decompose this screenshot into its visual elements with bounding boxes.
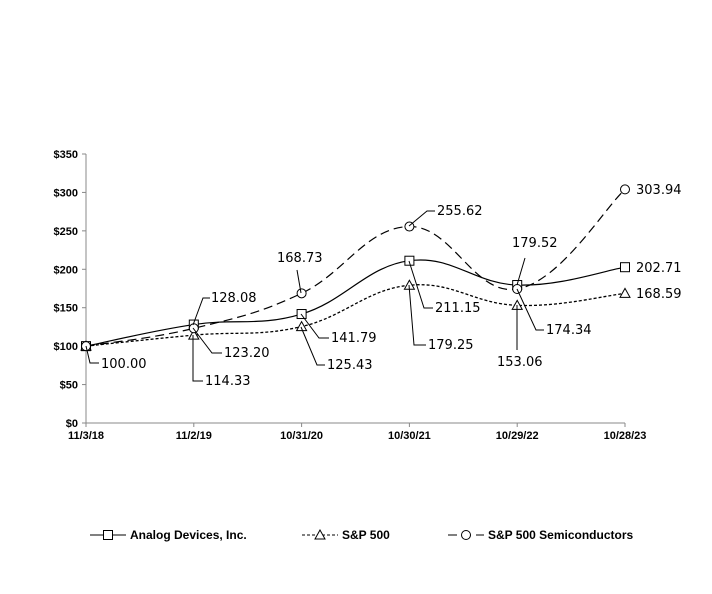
- data-label-adi: 141.79: [331, 331, 377, 346]
- y-tick-label: $300: [54, 187, 78, 199]
- data-label-sp500: 125.43: [327, 358, 373, 373]
- triangle-marker-sp500: [187, 329, 200, 340]
- data-label-semis: 123.20: [224, 346, 270, 361]
- square-marker-adi: [620, 262, 630, 273]
- x-tick-label: 10/28/23: [604, 430, 647, 442]
- leader-line: [300, 326, 325, 366]
- x-tick-label: 10/30/21: [388, 430, 431, 442]
- data-label-sp500: 168.59: [636, 287, 682, 302]
- legend-label-semis: S&P 500 Semiconductors: [488, 528, 633, 542]
- y-tick-label: $200: [54, 264, 78, 276]
- triangle-marker-sp500: [619, 287, 631, 298]
- leader-line: [192, 297, 210, 326]
- leader-line: [300, 313, 329, 339]
- circle-marker-semis: [620, 184, 630, 195]
- x-tick-label: 11/3/18: [68, 430, 104, 442]
- circle-marker-semis: [296, 288, 307, 299]
- leader-line: [85, 345, 99, 364]
- data-label-semis: 168.73: [277, 251, 323, 266]
- data-label-adi: 128.08: [211, 291, 257, 306]
- square-marker-adi: [404, 255, 415, 266]
- data-label-adi: 211.15: [435, 301, 481, 316]
- data-label-adi: 202.71: [636, 261, 682, 276]
- series-line-sp500: [85, 284, 626, 347]
- leader-line: [516, 288, 544, 331]
- data-label-adi: 179.52: [512, 236, 558, 251]
- legend-marker-sp500: [314, 528, 326, 540]
- series-line-adi: [85, 259, 626, 347]
- data-label-semis: 174.34: [546, 323, 592, 338]
- series-line-semis: [85, 188, 626, 347]
- y-tick-label: $50: [60, 380, 78, 392]
- data-label-sp500: 114.33: [205, 374, 251, 389]
- leader-line: [192, 327, 222, 354]
- leader-line: [296, 269, 302, 294]
- y-tick-label: $350: [54, 149, 78, 161]
- data-label-semis: 303.94: [636, 183, 682, 198]
- y-tick-label: $150: [54, 303, 78, 315]
- leader-line: [408, 284, 426, 346]
- triangle-marker-sp500: [295, 320, 308, 332]
- leader-line: [192, 335, 203, 382]
- data-label-adi: 100.00: [101, 357, 147, 372]
- leader-line: [408, 260, 433, 309]
- leader-line: [516, 257, 526, 286]
- x-tick-label: 10/31/20: [280, 430, 323, 442]
- data-label-sp500: 179.25: [428, 338, 474, 353]
- y-tick-label: $100: [54, 341, 78, 353]
- data-label-sp500: 153.06: [497, 355, 543, 370]
- legend-label-sp500: S&P 500: [342, 528, 390, 542]
- data-label-semis: 255.62: [437, 204, 483, 219]
- legend-label-adi: Analog Devices, Inc.: [130, 528, 247, 542]
- leader-line: [408, 210, 435, 227]
- x-tick-label: 10/29/22: [496, 430, 539, 442]
- y-tick-label: $0: [66, 418, 78, 430]
- legend-marker-semis: [461, 530, 471, 540]
- legend-marker-adi: [103, 530, 113, 540]
- x-tick-label: 11/2/19: [176, 430, 212, 442]
- y-tick-label: $250: [54, 226, 78, 238]
